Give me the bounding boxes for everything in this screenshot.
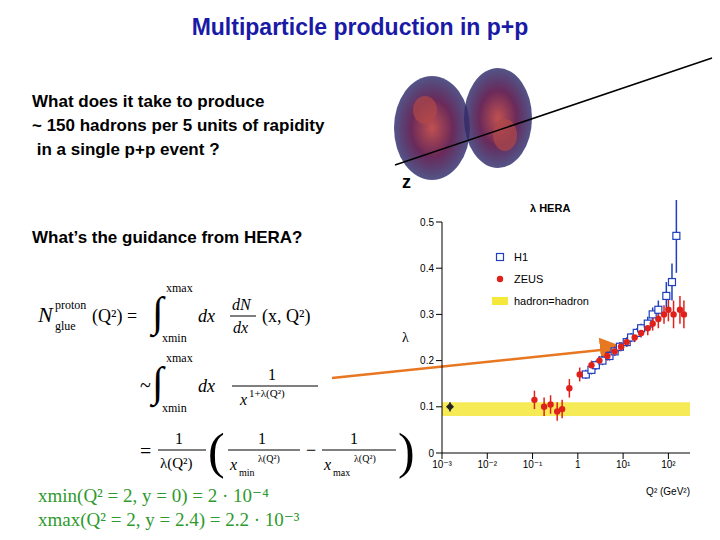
svg-text:10⁻²: 10⁻² [477, 459, 497, 470]
svg-text:N: N [37, 302, 54, 327]
svg-text:min: min [239, 467, 255, 478]
svg-text:max: max [333, 467, 350, 478]
svg-text:xmin: xmin [162, 331, 187, 345]
svg-text:xmax: xmax [166, 351, 193, 365]
svg-text:−: − [306, 440, 316, 460]
svg-text:10⁻¹: 10⁻¹ [523, 459, 543, 470]
svg-text:0.1: 0.1 [420, 401, 434, 412]
svg-text:10⁻³: 10⁻³ [432, 459, 452, 470]
html-text:~ 150 hadrons per 5 units of r: ~ 150 hadrons per 5 units of rapidity [32, 116, 325, 135]
svg-text:10²: 10² [661, 459, 676, 470]
svg-text:0.4: 0.4 [420, 263, 434, 274]
svg-text:xmin: xmin [162, 401, 187, 415]
svg-text:glue: glue [55, 319, 76, 333]
svg-text:λ(Q²): λ(Q²) [258, 453, 280, 465]
svg-text:1+λ(Q²): 1+λ(Q²) [249, 387, 285, 400]
svg-text:10¹: 10¹ [616, 459, 631, 470]
svg-text:1: 1 [258, 430, 266, 447]
svg-text:λ(Q²): λ(Q²) [160, 455, 193, 472]
svg-text:(x, Q²): (x, Q²) [262, 306, 310, 327]
svg-text:λ(Q²): λ(Q²) [354, 453, 376, 465]
svg-text:x: x [239, 391, 247, 408]
svg-text:x: x [323, 456, 331, 473]
svg-text:λ: λ [402, 330, 409, 345]
svg-text:x: x [229, 456, 237, 473]
svg-text:xmax: xmax [166, 281, 193, 295]
svg-text:=: = [140, 440, 151, 462]
svg-text:z: z [402, 172, 411, 192]
svg-text:0.3: 0.3 [420, 309, 434, 320]
svg-text:0.5: 0.5 [420, 217, 434, 228]
svg-text:1: 1 [350, 430, 358, 447]
svg-text:(: ( [208, 423, 225, 479]
svg-text:(Q²) =: (Q²) = [92, 306, 137, 327]
html-text:What’s the guidance from HERA?: What’s the guidance from HERA? [32, 228, 303, 247]
html-text:H1: H1 [514, 251, 529, 263]
svg-text:1: 1 [268, 366, 276, 383]
svg-text:dx: dx [198, 376, 215, 396]
html-text:What does it take to produce: What does it take to produce [32, 92, 265, 111]
svg-text:xmax(Q² = 2, y = 2.4) = 2.2 ·: xmax(Q² = 2, y = 2.4) = 2.2 · 10⁻³ [38, 509, 300, 531]
svg-text:dx: dx [198, 306, 215, 326]
html-text:ZEUS: ZEUS [514, 273, 544, 285]
svg-text:proton: proton [55, 298, 86, 312]
html-text:hadron=hadron: hadron=hadron [514, 295, 589, 307]
svg-text:dN: dN [232, 296, 252, 313]
html-text:Multiparticle production in p+: Multiparticle production in p+p [191, 14, 529, 40]
svg-text:0.2: 0.2 [420, 355, 434, 366]
html-text:λ HERA: λ HERA [530, 202, 571, 214]
svg-text:~: ~ [140, 374, 151, 396]
svg-text:): ) [398, 423, 415, 479]
svg-text:dx: dx [233, 319, 248, 336]
svg-text:Q² (GeV²): Q² (GeV²) [646, 486, 690, 497]
svg-text:xmin(Q² = 2, y = 0) = 2 · 10⁻⁴: xmin(Q² = 2, y = 0) = 2 · 10⁻⁴ [38, 485, 269, 507]
svg-text:0: 0 [428, 448, 434, 459]
svg-text:1: 1 [175, 430, 183, 447]
html-text:in a single p+p event ?: in a single p+p event ? [32, 140, 220, 159]
svg-text:1: 1 [575, 459, 581, 470]
